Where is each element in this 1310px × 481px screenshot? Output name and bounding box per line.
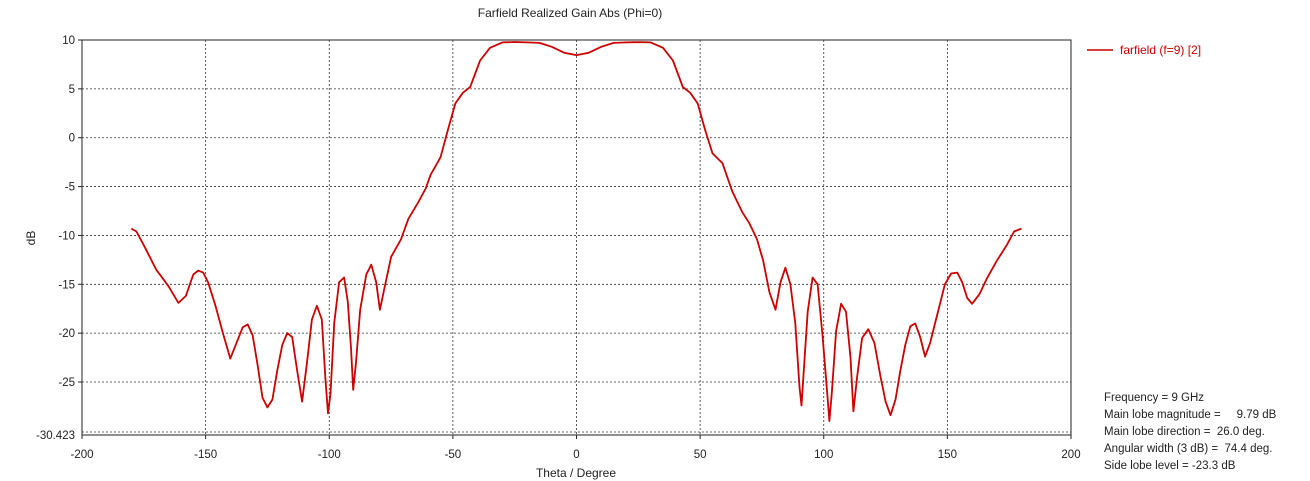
series-line-farfield bbox=[130, 41, 1022, 422]
grid-lines bbox=[82, 40, 1071, 435]
x-tick-label: -50 bbox=[445, 449, 462, 461]
info-side-lobe-level: Side lobe level = -23.3 dB bbox=[1104, 460, 1236, 472]
y-tick-label: 0 bbox=[69, 133, 75, 145]
x-tick-label: 150 bbox=[938, 449, 957, 461]
info-panel: Frequency = 9 GHz Main lobe magnitude = … bbox=[1104, 392, 1277, 472]
y-axis-label: dB bbox=[24, 231, 38, 246]
y-tick-label: -25 bbox=[58, 377, 75, 389]
info-frequency: Frequency = 9 GHz bbox=[1104, 392, 1204, 404]
y-tick-label-min: -30.423 bbox=[36, 430, 75, 442]
info-main-lobe-magnitude: Main lobe magnitude = 9.79 dB bbox=[1104, 409, 1277, 421]
legend[interactable]: farfield (f=9) [2] bbox=[1087, 43, 1201, 57]
y-axis-ticks: 10 5 0 -5 -10 -15 -20 -25 -30.423 bbox=[36, 35, 82, 442]
x-tick-label: -100 bbox=[318, 449, 341, 461]
x-tick-label: 50 bbox=[694, 449, 707, 461]
y-tick-label: 5 bbox=[69, 84, 75, 96]
x-tick-label: 100 bbox=[814, 449, 833, 461]
info-angular-width: Angular width (3 dB) = 74.4 deg. bbox=[1104, 443, 1272, 455]
x-axis-label: Theta / Degree bbox=[536, 466, 616, 480]
x-axis-ticks: -200 -150 -100 -50 0 50 100 150 200 bbox=[70, 435, 1081, 461]
y-tick-label: -20 bbox=[58, 328, 75, 340]
series-group bbox=[130, 41, 1022, 422]
y-tick-label: 10 bbox=[62, 35, 75, 47]
legend-label-farfield: farfield (f=9) [2] bbox=[1120, 43, 1201, 57]
x-tick-label: -200 bbox=[70, 449, 93, 461]
info-main-lobe-direction: Main lobe direction = 26.0 deg. bbox=[1104, 426, 1265, 438]
x-tick-label: -150 bbox=[194, 449, 217, 461]
x-tick-label: 200 bbox=[1061, 449, 1080, 461]
x-tick-label: 0 bbox=[573, 449, 579, 461]
y-tick-label: -15 bbox=[58, 279, 75, 291]
y-tick-label: -5 bbox=[65, 182, 75, 194]
chart-title: Farfield Realized Gain Abs (Phi=0) bbox=[478, 6, 662, 20]
y-tick-label: -10 bbox=[58, 230, 75, 242]
